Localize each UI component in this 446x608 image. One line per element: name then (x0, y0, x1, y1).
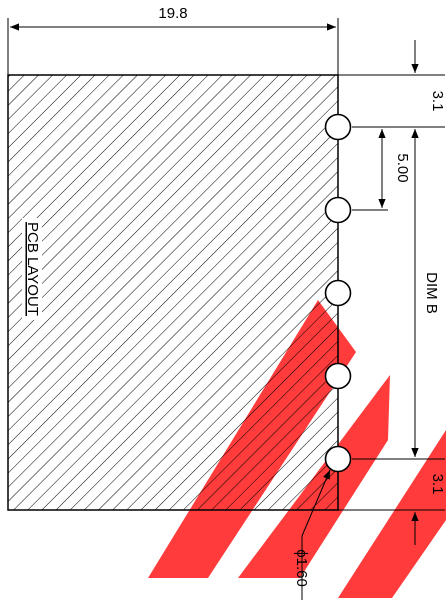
top-offset-label: 3.1 (429, 91, 446, 112)
diameter-leader (301, 469, 331, 600)
pitch-label: 5.00 (394, 153, 411, 182)
hole (324, 362, 352, 390)
mounting-holes (324, 113, 352, 473)
width-dimension (7, 18, 339, 75)
pcb-layout-label: PCB LAYOUT (24, 222, 41, 316)
bottom-offset-label: 3.1 (429, 474, 446, 495)
width-dimension-label: 19.8 (158, 5, 187, 22)
hole-diameter-label: ϕ1.60 (293, 549, 310, 587)
extension-lines (338, 74, 445, 511)
pcb-layout-label-bg (22, 218, 42, 320)
hole (324, 445, 352, 473)
span-label: DIM B (423, 272, 440, 314)
hole (324, 196, 352, 224)
hole (324, 113, 352, 141)
hole (324, 279, 352, 307)
pcb-board-area (7, 74, 339, 511)
